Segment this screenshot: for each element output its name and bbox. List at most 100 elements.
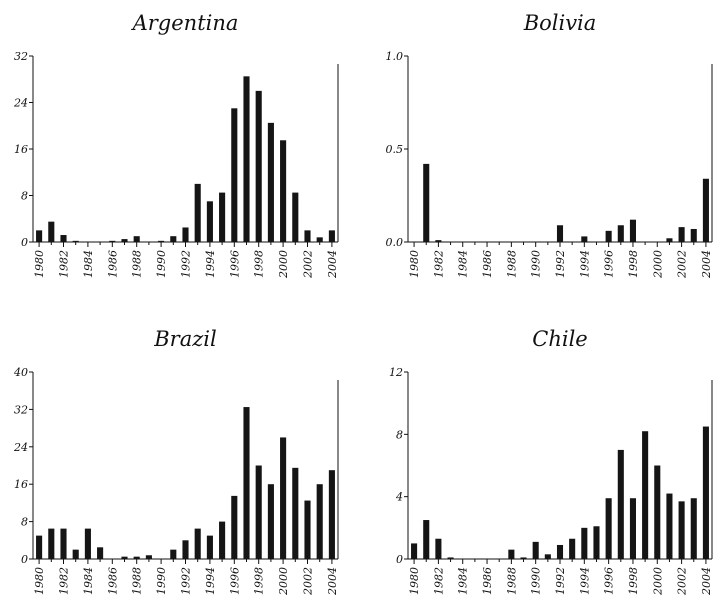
bar-2004: [702, 178, 709, 242]
chart-title: Bolivia: [523, 11, 597, 35]
bar-1991: [170, 236, 177, 242]
x-tick-label: 1992: [554, 250, 567, 278]
bar-1992: [182, 540, 189, 559]
x-tick-label: 1998: [253, 250, 266, 278]
x-tick-label: 1986: [481, 250, 494, 278]
bar-2001: [666, 493, 673, 559]
x-tick-label: 1980: [33, 250, 46, 278]
bar-1997: [617, 449, 624, 559]
x-tick-label: 2000: [651, 567, 664, 596]
x-tick-label: 1984: [457, 567, 470, 595]
x-tick-label: 1996: [603, 250, 616, 278]
bar-1993: [194, 528, 201, 559]
x-tick-label: 1990: [155, 250, 168, 278]
y-tick-label: 0.5: [386, 143, 404, 156]
bar-1993: [569, 538, 576, 559]
bar-1994: [581, 236, 588, 242]
bar-1990: [532, 541, 539, 559]
y-tick-label: 40: [13, 366, 28, 379]
bar-1999: [267, 484, 274, 559]
bar-1990: [158, 240, 165, 242]
chart-title: Chile: [532, 327, 587, 351]
x-tick-label: 1988: [505, 567, 518, 595]
bar-1996: [231, 495, 238, 559]
bar-1986: [109, 240, 116, 242]
bar-1996: [605, 498, 612, 559]
bar-1987: [121, 239, 128, 242]
y-tick-label: 4: [395, 491, 403, 504]
chart-argentina: Argentina 0 8 16 24 32 1980 1982 1984 1986 1988 19…: [13, 11, 339, 279]
bar-1998: [255, 465, 262, 559]
x-tick-label: 2004: [700, 250, 713, 279]
bar-1996: [605, 230, 612, 242]
x-tick-label: 1988: [505, 250, 518, 278]
y-tick-label: 8: [21, 190, 28, 203]
bar-1987: [121, 556, 128, 559]
x-tick-label: 2004: [326, 250, 339, 279]
bar-1989: [520, 557, 527, 559]
bar-1998: [629, 498, 636, 559]
x-tick-label: 1992: [180, 250, 193, 278]
bar-1997: [617, 225, 624, 242]
bar-1997: [243, 407, 250, 559]
bar-1995: [593, 526, 600, 559]
x-tick-label: 1982: [432, 567, 445, 595]
y-tick-label: 16: [14, 143, 28, 156]
bar-1994: [206, 201, 213, 242]
bar-2002: [304, 500, 311, 559]
bar-1995: [219, 521, 226, 559]
bar-1983: [72, 240, 79, 242]
x-tick-label: 1994: [204, 567, 217, 595]
bar-2002: [678, 501, 685, 559]
bar-1989: [145, 555, 152, 559]
bar-1991: [544, 554, 551, 559]
x-tick-label: 2002: [676, 567, 689, 596]
x-tick-label: 1994: [204, 250, 217, 278]
bar-1981: [48, 221, 55, 242]
y-tick-label: 0.0: [386, 236, 404, 249]
x-tick-label: 1986: [106, 250, 119, 278]
bar-1982: [60, 235, 67, 242]
bar-2003: [316, 484, 323, 559]
x-tick-label: 2002: [302, 567, 315, 596]
bar-1981: [423, 163, 430, 242]
bar-2003: [690, 228, 697, 242]
bar-1982: [435, 240, 442, 242]
x-tick-label: 1990: [530, 250, 543, 278]
bar-2000: [280, 140, 287, 242]
bar-2002: [304, 230, 311, 242]
chart-brazil: Brazil 0 8 16 24 32 40 1980 1982 1984 1986 1988 199…: [13, 327, 339, 596]
bar-1994: [206, 535, 213, 559]
bar-1988: [508, 549, 515, 559]
x-tick-label: 2000: [277, 250, 290, 279]
x-tick-label: 1984: [457, 250, 470, 278]
x-tick-label: 2002: [676, 250, 689, 279]
x-tick-label: 1980: [408, 250, 421, 278]
x-tick-label: 2000: [651, 250, 664, 279]
bar-1985: [97, 547, 104, 559]
x-tick-label: 1992: [180, 567, 193, 595]
bar-1983: [447, 557, 454, 559]
bar-1999: [642, 431, 649, 559]
y-tick-label: 0: [21, 553, 28, 566]
x-tick-label: 1988: [131, 250, 144, 278]
chart-chile: Chile 0 4 8 12 1980 1982 1984 1986 1988 1990 1992 1…: [389, 327, 713, 596]
bar-1981: [423, 520, 430, 559]
bar-2000: [654, 465, 661, 559]
bar-1988: [133, 236, 140, 242]
y-tick-label: 0: [396, 553, 403, 566]
x-tick-label: 1984: [82, 567, 95, 595]
y-tick-label: 1.0: [386, 50, 404, 63]
x-tick-label: 2004: [700, 567, 713, 596]
x-tick-label: 1998: [627, 567, 640, 595]
x-tick-label: 1994: [578, 567, 591, 595]
bar-1980: [36, 230, 43, 242]
bar-1984: [84, 528, 91, 559]
bar-1988: [133, 556, 140, 559]
x-tick-label: 2002: [302, 250, 315, 279]
bar-2004: [328, 230, 335, 242]
x-tick-label: 1980: [408, 567, 421, 595]
bar-2004: [702, 426, 709, 559]
x-tick-label: 1994: [578, 250, 591, 278]
x-tick-label: 1982: [58, 250, 71, 278]
